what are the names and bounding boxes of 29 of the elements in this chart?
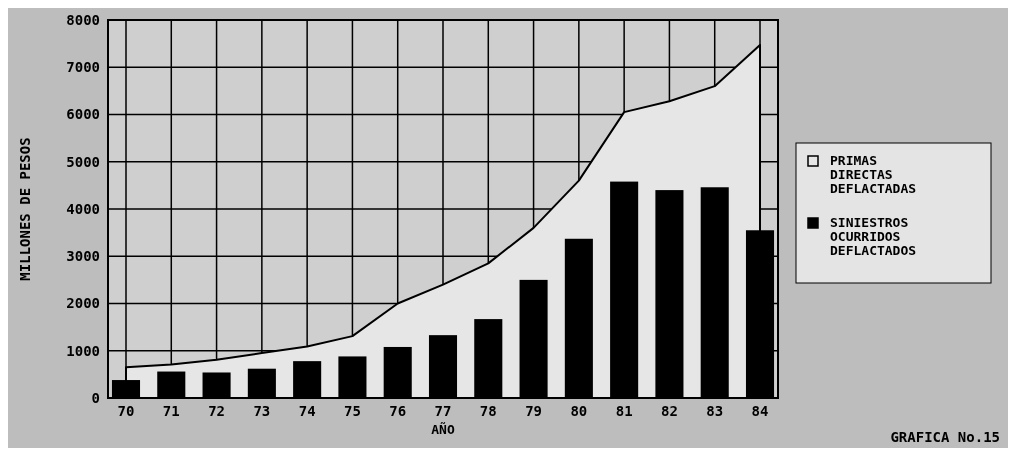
legend-label: PRIMAS DIRECTAS DEFLACTADAS [830,153,917,196]
x-tick-label: 75 [344,403,361,419]
legend-label: SINIESTROS OCURRIDOS DEFLACTADOS [830,215,917,258]
y-tick-label: 6000 [66,106,100,123]
x-tick-label: 83 [706,403,724,419]
x-tick-label: 72 [208,403,225,419]
x-tick-label: 78 [479,403,497,419]
y-axis-title: MILLONES DE PESOS [17,137,33,281]
x-tick-label: 77 [434,403,452,419]
y-tick-label: 8000 [66,11,100,28]
x-tick-label: 73 [253,403,271,419]
x-tick-label: 79 [525,403,542,419]
x-tick-label: 76 [389,403,407,419]
text: GRAFICA No.15 [890,429,1000,445]
x-tick-label: 71 [162,403,180,419]
y-tick-label: 0 [91,389,100,406]
x-tick-label: 84 [751,403,769,419]
y-tick-label: 2000 [66,295,100,312]
x-tick-label: 80 [570,403,588,419]
x-tick-label: 74 [298,403,316,419]
y-tick-label: 7000 [66,59,100,76]
y-tick-label: 4000 [66,200,100,217]
y-tick-label: 3000 [66,248,100,265]
x-tick-label: 82 [661,403,678,419]
y-tick-label: 1000 [66,342,100,359]
x-tick-label: 81 [615,403,633,419]
x-tick-label: 70 [117,403,135,419]
y-tick-label: 5000 [66,153,100,170]
x-axis-title: AÑO [431,422,455,437]
